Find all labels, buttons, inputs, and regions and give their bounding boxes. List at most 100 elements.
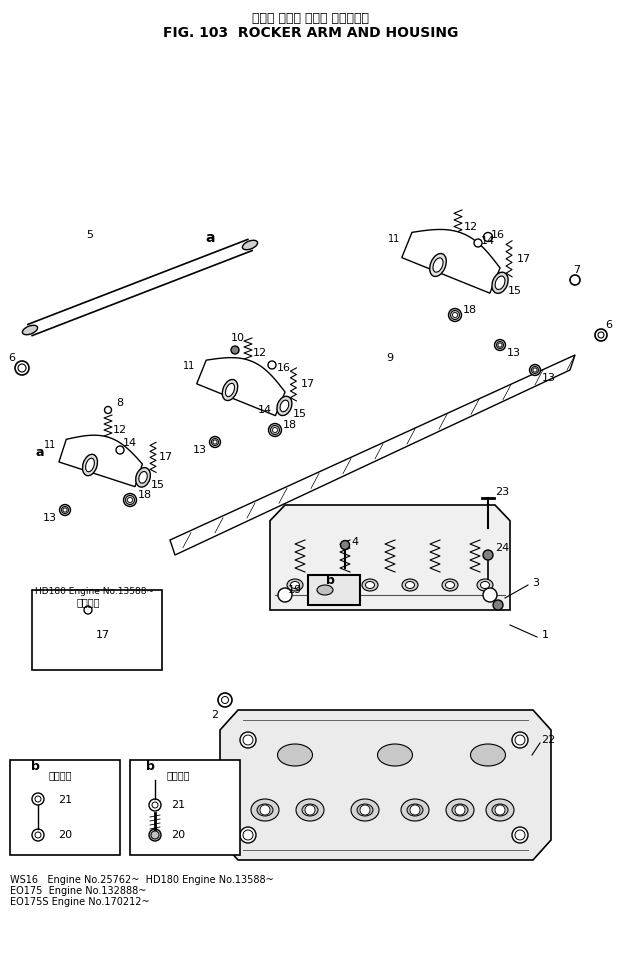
Circle shape [149, 799, 161, 811]
Circle shape [410, 805, 420, 815]
Text: 18: 18 [463, 305, 477, 315]
Text: 6: 6 [606, 320, 612, 330]
Ellipse shape [60, 504, 70, 516]
Text: 11: 11 [44, 440, 56, 450]
Ellipse shape [492, 272, 508, 294]
Ellipse shape [486, 799, 514, 821]
Ellipse shape [287, 579, 303, 591]
Text: 9: 9 [386, 353, 394, 363]
Ellipse shape [530, 365, 541, 376]
Text: 14: 14 [258, 405, 272, 415]
Text: 10: 10 [231, 333, 245, 343]
Text: 12: 12 [113, 425, 127, 435]
Text: EO175S Engine No.170212~: EO175S Engine No.170212~ [10, 897, 150, 907]
Ellipse shape [85, 458, 94, 472]
Ellipse shape [362, 579, 378, 591]
Circle shape [116, 446, 124, 454]
Ellipse shape [378, 744, 412, 766]
Text: FIG. 103  ROCKER ARM AND HOUSING: FIG. 103 ROCKER ARM AND HOUSING [163, 26, 459, 40]
Text: 18: 18 [283, 420, 297, 430]
Text: 20: 20 [58, 830, 72, 840]
Circle shape [483, 588, 497, 602]
Text: 22: 22 [541, 735, 555, 745]
Circle shape [455, 805, 465, 815]
Bar [32, 590, 162, 670]
Ellipse shape [277, 744, 313, 766]
Text: 6: 6 [9, 353, 16, 363]
Circle shape [495, 805, 505, 815]
Text: 15: 15 [508, 286, 522, 296]
Text: 3: 3 [533, 578, 540, 588]
Ellipse shape [402, 579, 418, 591]
Text: 16: 16 [277, 363, 291, 373]
Text: WS16   Engine No.25762~  HD180 Engine No.13588~: WS16 Engine No.25762~ HD180 Engine No.13… [10, 875, 273, 885]
Text: 17: 17 [96, 630, 110, 640]
Ellipse shape [351, 799, 379, 821]
Text: 14: 14 [123, 438, 137, 448]
Circle shape [105, 407, 112, 414]
Text: 17: 17 [517, 254, 531, 264]
Bar [308, 575, 360, 605]
Circle shape [218, 693, 232, 707]
Polygon shape [402, 230, 500, 293]
Ellipse shape [139, 472, 147, 484]
Text: 適用号機: 適用号機 [166, 770, 190, 780]
Text: 適用号機: 適用号機 [48, 770, 72, 780]
Ellipse shape [327, 579, 343, 591]
Text: 12: 12 [253, 348, 267, 358]
Ellipse shape [302, 804, 318, 816]
Polygon shape [270, 505, 510, 610]
Text: b: b [31, 761, 39, 774]
Ellipse shape [209, 437, 221, 448]
Ellipse shape [452, 312, 457, 317]
Ellipse shape [63, 508, 67, 512]
Circle shape [493, 600, 503, 610]
Ellipse shape [470, 744, 505, 766]
Ellipse shape [149, 829, 161, 841]
Ellipse shape [407, 804, 423, 816]
Ellipse shape [433, 258, 443, 272]
Text: HD180 Engine No.13588~: HD180 Engine No.13588~ [35, 588, 154, 596]
Circle shape [483, 550, 493, 560]
Text: 24: 24 [495, 543, 509, 553]
Circle shape [240, 827, 256, 843]
Text: 21: 21 [58, 795, 72, 805]
Circle shape [512, 827, 528, 843]
Text: 19: 19 [288, 585, 302, 595]
Text: 5: 5 [87, 230, 93, 240]
Text: 13: 13 [193, 445, 207, 455]
Circle shape [570, 275, 580, 285]
Ellipse shape [330, 582, 340, 589]
Circle shape [15, 361, 29, 375]
Polygon shape [220, 710, 551, 860]
Text: a: a [205, 231, 215, 245]
Circle shape [341, 540, 350, 550]
Ellipse shape [357, 804, 373, 816]
Text: 11: 11 [183, 361, 195, 371]
Circle shape [278, 588, 292, 602]
Ellipse shape [82, 454, 97, 476]
Text: ロッカ アーム および ハウジング: ロッカ アーム および ハウジング [252, 12, 369, 24]
Ellipse shape [406, 582, 414, 589]
Text: 17: 17 [159, 452, 173, 462]
Text: 15: 15 [151, 481, 165, 490]
Ellipse shape [290, 582, 300, 589]
Ellipse shape [477, 579, 493, 591]
Text: 1: 1 [541, 630, 548, 640]
Circle shape [483, 233, 493, 241]
Text: EO175  Engine No.132888~: EO175 Engine No.132888~ [10, 886, 146, 896]
Ellipse shape [280, 400, 288, 412]
Text: 4: 4 [351, 537, 359, 547]
Ellipse shape [498, 343, 502, 347]
Circle shape [260, 805, 270, 815]
Text: 12: 12 [464, 222, 478, 232]
Circle shape [231, 346, 239, 354]
Text: 適用号機: 適用号機 [76, 597, 100, 607]
Text: 8: 8 [117, 398, 123, 408]
Ellipse shape [449, 308, 462, 321]
Ellipse shape [492, 804, 508, 816]
Text: 23: 23 [495, 487, 509, 497]
Text: a: a [36, 447, 44, 459]
Text: 2: 2 [211, 710, 219, 720]
Ellipse shape [269, 423, 282, 437]
